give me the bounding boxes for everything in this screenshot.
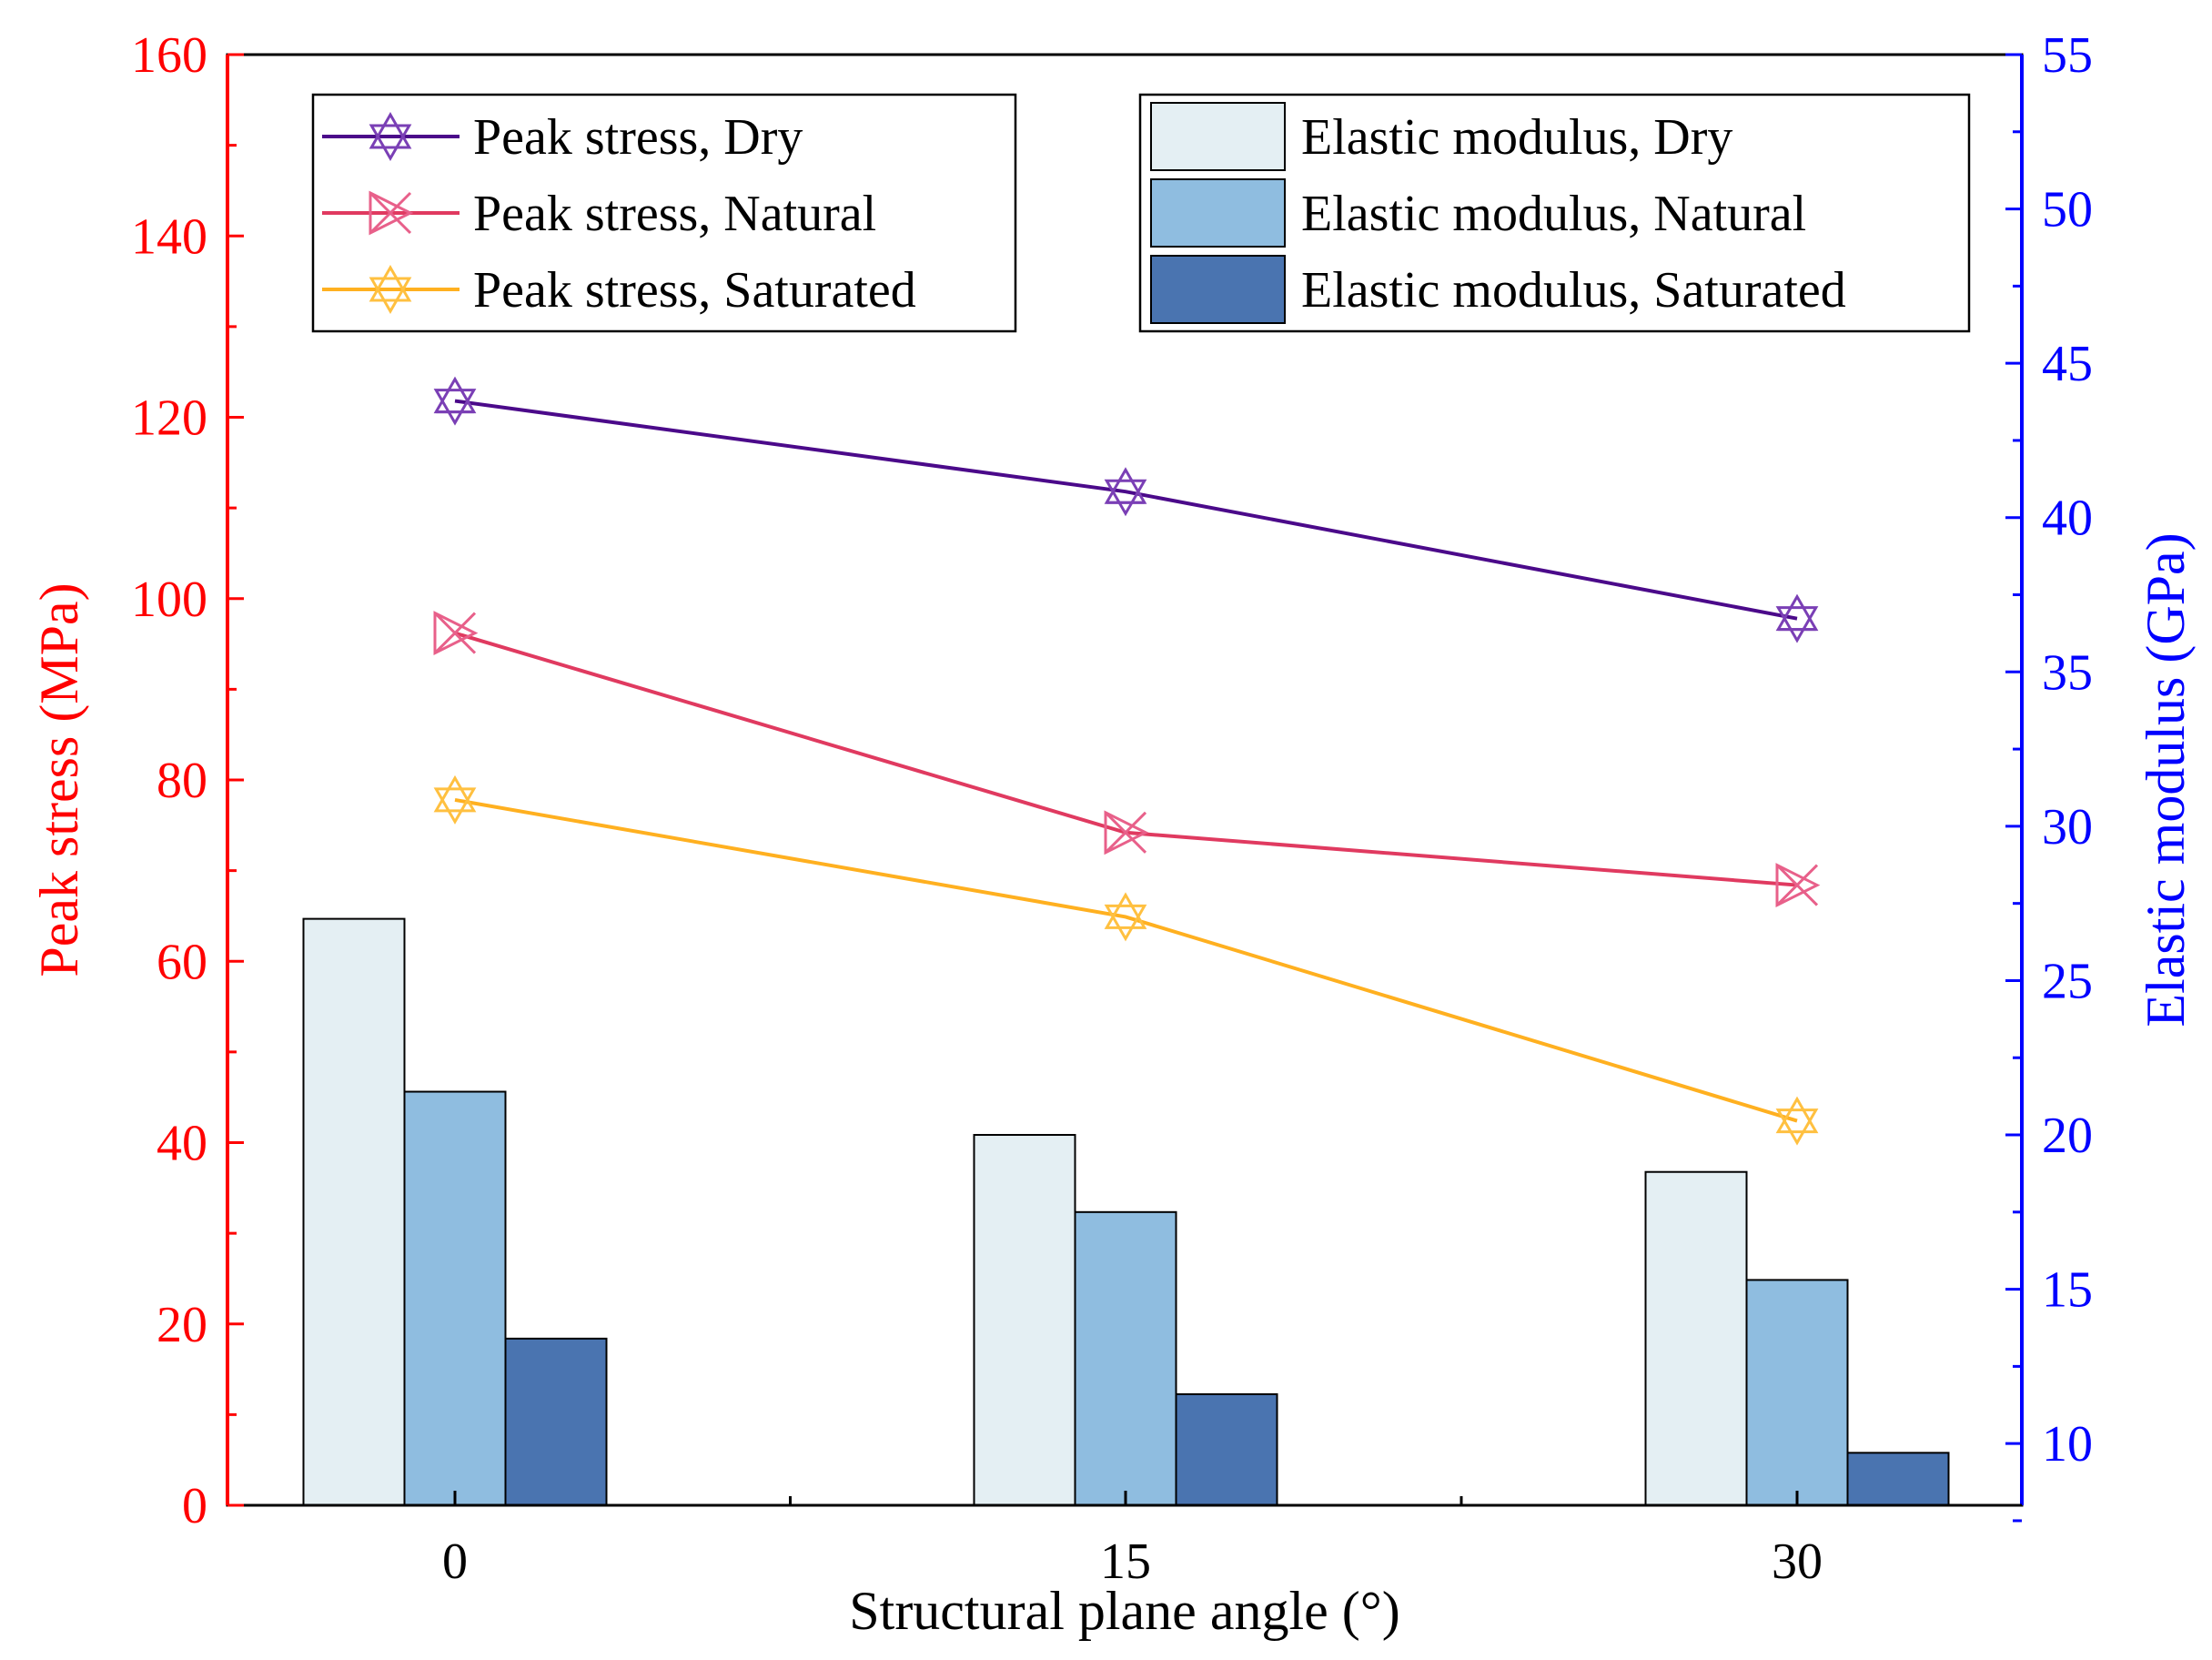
bar-1-2 [1745, 1279, 1849, 1506]
line-point-0-1 [1104, 467, 1147, 517]
lines-layer [433, 376, 1821, 1146]
legend-bar-label: Elastic modulus, Natural [1301, 186, 1806, 242]
line-point-1-1 [1104, 810, 1149, 855]
legend-bar-label: Elastic modulus, Saturated [1301, 262, 1846, 319]
legend-marker-2 [369, 264, 412, 315]
right-tick-label: 25 [2042, 953, 2093, 1009]
right-tick-label: 55 [2042, 27, 2093, 84]
right-tick-label: 20 [2042, 1108, 2093, 1164]
legend-bar-swatch [1150, 178, 1286, 248]
left-tick-label: 20 [157, 1297, 207, 1353]
left-tick-label: 40 [157, 1116, 207, 1172]
legend-marker-1 [369, 190, 414, 236]
legend-bar-label: Elastic modulus, Dry [1301, 109, 1732, 166]
legend-bar-swatch [1150, 255, 1286, 324]
legend-bar-swatch [1150, 102, 1286, 171]
left-tick-label: 0 [182, 1478, 207, 1534]
x-tick-label: 15 [1100, 1533, 1151, 1590]
right-tick-label: 50 [2042, 182, 2093, 238]
x-tick-label: 0 [442, 1533, 468, 1590]
line-point-0-2 [1775, 593, 1819, 643]
bar-1-0 [403, 1090, 507, 1506]
right-axis-title: Elastic modulus (GPa) [2136, 532, 2196, 1027]
left-tick-label: 140 [131, 208, 207, 265]
line-series-2 [454, 797, 1798, 1123]
bar-1-1 [1074, 1210, 1177, 1506]
right-tick-label: 10 [2042, 1416, 2093, 1473]
legend-line-label: Peak stress, Saturated [473, 262, 916, 319]
left-tick-label: 80 [157, 753, 207, 809]
legend-bars: Elastic modulus, Dry Elastic modulus, Nat… [1138, 93, 1971, 333]
legend-marker-0 [369, 111, 412, 162]
right-tick-label: 30 [2042, 799, 2093, 855]
legend-line-label: Peak stress, Natural [473, 186, 876, 242]
right-tick-label: 35 [2042, 644, 2093, 701]
line-point-1-2 [1775, 863, 1821, 907]
line-point-2-1 [1104, 892, 1147, 942]
bar-2-1 [1175, 1392, 1278, 1506]
line-point-1-0 [433, 611, 479, 656]
bars-layer [302, 917, 1950, 1507]
left-tick-label: 160 [131, 27, 207, 84]
line-point-0-0 [433, 376, 477, 426]
left-tick-label: 120 [131, 390, 207, 447]
line-point-2-2 [1775, 1096, 1819, 1146]
left-axis-title: Peak stress (MPa) [29, 582, 89, 977]
bar-0-1 [973, 1134, 1076, 1506]
legend-line-label: Peak stress, Dry [473, 109, 803, 166]
legend-lines: Peak stress, Dry Peak stress, Natural Peak… [311, 93, 1017, 333]
right-tick-label: 45 [2042, 336, 2093, 392]
left-tick-label: 100 [131, 572, 207, 628]
line-series-0 [454, 399, 1798, 621]
x-tick-label: 30 [1772, 1533, 1823, 1590]
bar-0-2 [1644, 1170, 1748, 1506]
right-tick-label: 40 [2042, 491, 2093, 547]
ticks-layer: 0 20 40 60 80 100 120 140 160 10 15 20 25 30 35 40 45 50 5… [131, 27, 2093, 1590]
x-axis-title: Structural plane angle (°) [849, 1581, 1399, 1641]
bar-2-2 [1846, 1452, 1950, 1507]
bar-0-0 [302, 917, 406, 1506]
line-point-2-0 [433, 774, 477, 825]
right-tick-label: 15 [2042, 1262, 2093, 1319]
left-tick-label: 60 [157, 934, 207, 990]
bar-2-0 [504, 1337, 608, 1507]
